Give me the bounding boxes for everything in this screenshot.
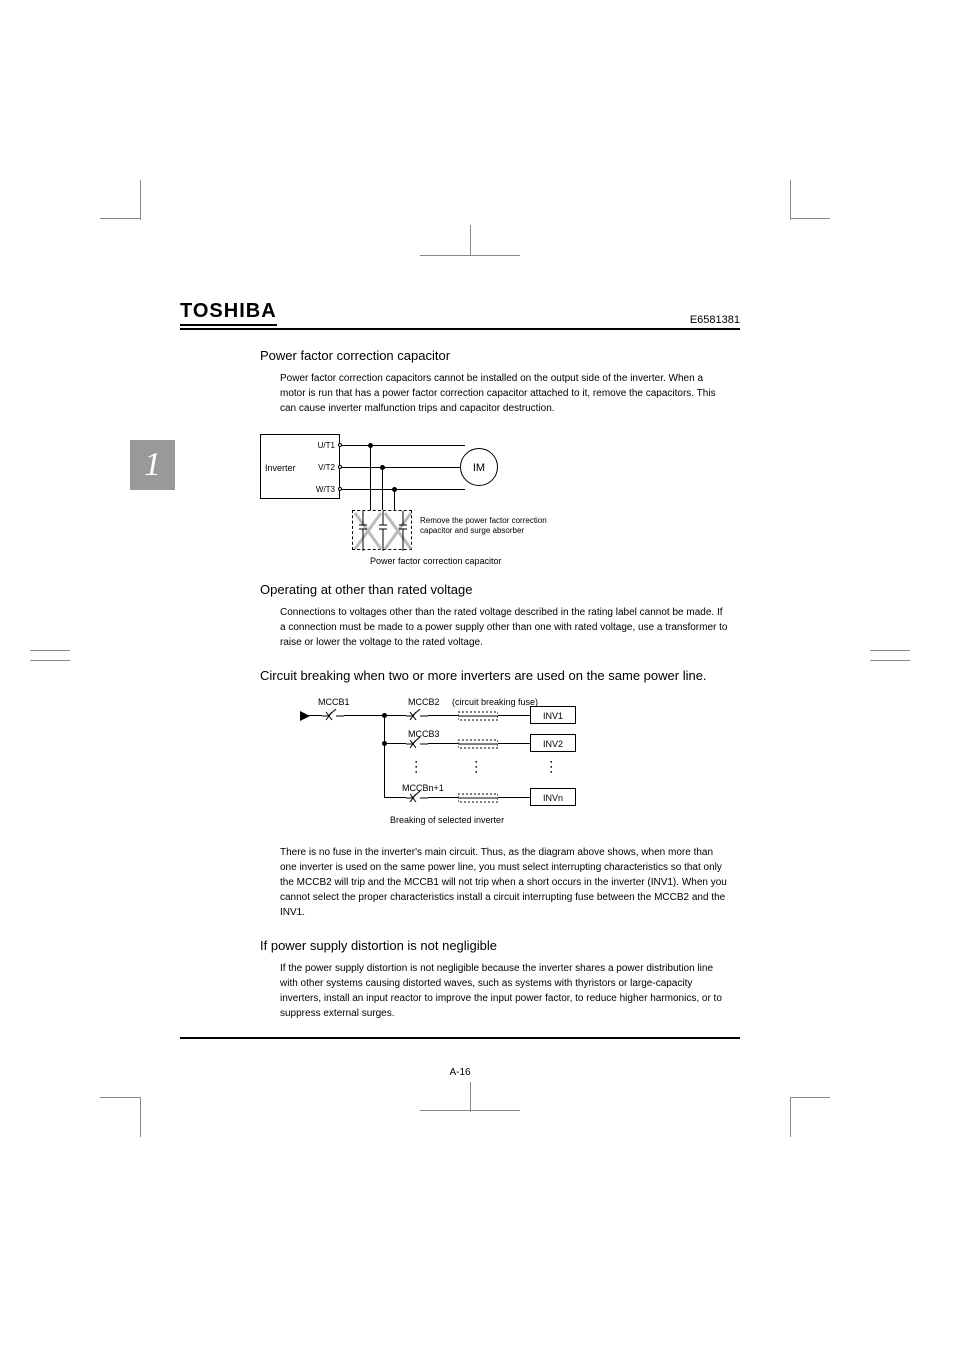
crop-mark (140, 1097, 141, 1137)
crop-mark (30, 660, 70, 661)
fuse-note: (circuit breaking fuse) (452, 697, 538, 707)
section-title-pfc: Power factor correction capacitor (260, 348, 740, 363)
ellipsis-dots: ●●● (550, 759, 552, 774)
inverter-label: Inverter (265, 463, 296, 473)
crop-mark (140, 180, 141, 220)
wire (308, 715, 322, 716)
breaker-symbol (406, 709, 428, 723)
wire (384, 743, 406, 744)
inverter-box: INV2 (530, 734, 576, 752)
wire (342, 489, 465, 490)
arrow-icon (300, 711, 320, 721)
fuse-symbol (458, 709, 498, 723)
wire (428, 743, 458, 744)
ellipsis-dots: ●●● (475, 759, 477, 774)
terminal-label: W/T3 (316, 485, 335, 494)
crop-mark (870, 650, 910, 651)
section-body-distortion: If the power supply distortion is not ne… (280, 961, 730, 1021)
crop-mark (100, 218, 140, 219)
wire (498, 743, 530, 744)
crop-mark (100, 1097, 140, 1098)
crop-mark (470, 225, 471, 255)
motor-symbol: IM (460, 448, 498, 486)
wire (342, 467, 460, 468)
crop-mark (30, 650, 70, 651)
page-header: TOSHIBA E6581381 (180, 300, 740, 330)
wire (370, 445, 371, 510)
section-tab: 1 (130, 440, 175, 490)
wire (384, 715, 385, 797)
wire (498, 715, 530, 716)
wire (342, 445, 465, 446)
section-title-breaking: Circuit breaking when two or more invert… (260, 668, 740, 683)
crop-mark (790, 1097, 830, 1098)
fuse-symbol (458, 791, 498, 805)
crop-mark (870, 660, 910, 661)
section-title-distortion: If power supply distortion is not neglig… (260, 938, 740, 953)
diagram-caption: Power factor correction capacitor (370, 556, 502, 566)
crop-mark (790, 1097, 791, 1137)
wire (384, 715, 406, 716)
inverter-box: INV1 (530, 706, 576, 724)
capacitor-symbols (353, 511, 413, 551)
crop-mark (790, 218, 830, 219)
doc-number: E6581381 (690, 314, 740, 326)
crop-mark (470, 1082, 471, 1112)
footer-rule (180, 1037, 740, 1039)
wire (382, 467, 383, 510)
breaker-symbol (406, 791, 428, 805)
diagram-note: Remove the power factor correction capac… (420, 516, 570, 537)
wire (498, 797, 530, 798)
diagram-breaking: MCCB1 MCCB2 (circuit breaking fuse) MCCB… (300, 697, 620, 827)
crop-mark (790, 180, 791, 220)
wire (394, 489, 395, 510)
breaker-symbol (406, 737, 428, 751)
wire (384, 797, 406, 798)
wire (428, 797, 458, 798)
section-body-breaking: There is no fuse in the inverter's main … (280, 845, 730, 920)
section-body-pfc: Power factor correction capacitors canno… (280, 371, 730, 416)
fuse-symbol (458, 737, 498, 751)
terminal-label: V/T2 (318, 463, 335, 472)
breaker-symbol (322, 709, 344, 723)
terminal-label: U/T1 (318, 441, 335, 450)
mccb-label: MCCB1 (318, 697, 350, 707)
inverter-block: Inverter U/T1 V/T2 W/T3 (260, 434, 340, 499)
crop-mark (420, 255, 520, 256)
mccb-label: MCCB2 (408, 697, 440, 707)
diagram-pfc: Inverter U/T1 V/T2 W/T3 IM (260, 434, 660, 564)
page-content: TOSHIBA E6581381 Power factor correction… (180, 300, 740, 1078)
wire (344, 715, 384, 716)
page-number: A-16 (180, 1067, 740, 1078)
wire (428, 715, 458, 716)
section-body-voltage: Connections to voltages other than the r… (280, 605, 730, 650)
diagram-caption: Breaking of selected inverter (390, 815, 504, 825)
section-title-voltage: Operating at other than rated voltage (260, 582, 740, 597)
brand-logo: TOSHIBA (180, 300, 277, 326)
ellipsis-dots: ●●● (415, 759, 417, 774)
inverter-box: INVn (530, 788, 576, 806)
capacitor-box (352, 510, 412, 550)
